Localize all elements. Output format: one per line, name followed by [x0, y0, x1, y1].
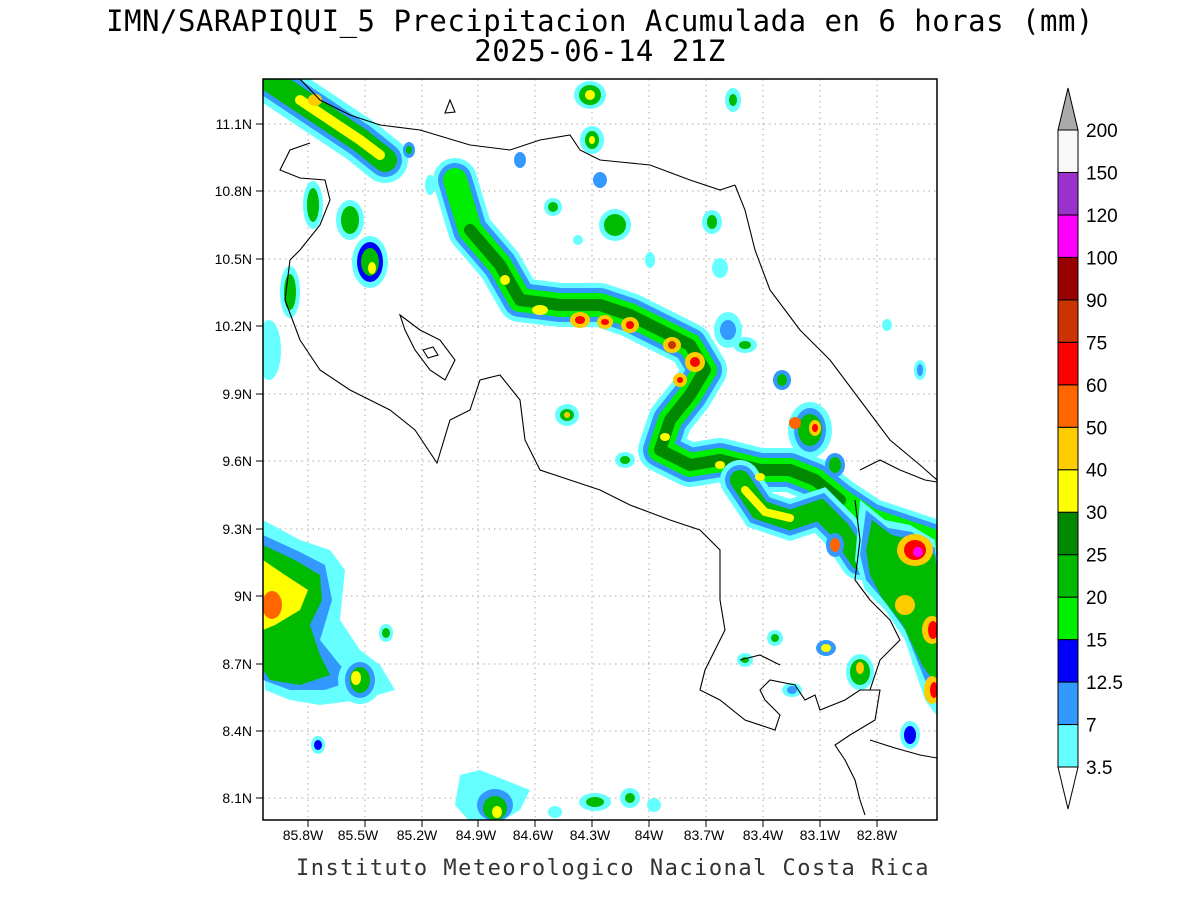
colorbar-swatch	[1057, 511, 1079, 556]
colorbar-label: 12.5	[1086, 673, 1123, 694]
x-tick-label: 84.3W	[570, 827, 611, 843]
x-tick-marks	[307, 820, 878, 827]
colorbar-swatch	[1057, 341, 1079, 386]
y-tick-label: 10.2N	[215, 318, 252, 334]
colorbar-label: 60	[1086, 376, 1107, 397]
colorbar-swatch	[1057, 384, 1079, 428]
colorbar-swatch	[1057, 214, 1079, 258]
x-tick-label: 84W	[635, 827, 665, 843]
colorbar-label: 150	[1086, 163, 1118, 184]
colorbar-label: 120	[1086, 206, 1118, 227]
credit-footer: Instituto Meteorologico Nacional Costa R…	[295, 856, 931, 881]
colorbar-label: 90	[1086, 291, 1107, 312]
y-tick-label: 8.7N	[222, 656, 252, 672]
colorbar-swatch	[1057, 596, 1079, 641]
colorbar: 3.5 7 12.5 15 20 25 30 40 50 60 75 90 100 120 150 200	[1057, 87, 1123, 810]
colorbar-label: 3.5	[1086, 758, 1112, 779]
colorbar-label: 30	[1086, 503, 1107, 524]
colorbar-swatch	[1057, 724, 1079, 768]
colorbar-swatch	[1057, 639, 1079, 683]
colorbar-label: 20	[1086, 588, 1107, 609]
colorbar-label: 7	[1086, 716, 1097, 737]
colorbar-swatch	[1057, 171, 1079, 216]
colorbar-swatch	[1057, 256, 1079, 301]
x-tick-label: 84.6W	[513, 827, 554, 843]
x-tick-label: 85.8W	[283, 827, 324, 843]
coastlines	[279, 79, 937, 816]
colorbar-swatch	[1057, 469, 1079, 513]
x-tick-label: 83.7W	[684, 827, 725, 843]
colorbar-label: 75	[1086, 333, 1107, 354]
map-title: IMN/SARAPIQUI_5 Precipitacion Acumulada …	[106, 4, 1094, 38]
colorbar-swatch	[1057, 426, 1079, 471]
colorbar-label: 100	[1086, 248, 1118, 269]
x-tick-label: 83.1W	[800, 827, 841, 843]
plot-frame	[262, 78, 938, 821]
x-tick-label: 84.9W	[456, 827, 497, 843]
x-tick-label: 82.8W	[857, 827, 898, 843]
y-tick-label: 8.4N	[222, 723, 252, 739]
y-tick-label: 9N	[234, 588, 252, 604]
colorbar-label: 15	[1086, 631, 1107, 652]
x-tick-label: 85.5W	[338, 827, 379, 843]
colorbar-bottom-arrow	[1057, 766, 1079, 810]
colorbar-label: 25	[1086, 546, 1107, 567]
precipitation-field	[263, 79, 937, 820]
colorbar-label: 50	[1086, 418, 1107, 439]
y-tick-label: 11.1N	[216, 116, 252, 132]
y-tick-label: 9.3N	[222, 521, 252, 537]
y-tick-label: 10.8N	[215, 183, 252, 199]
y-tick-label: 8.1N	[222, 790, 252, 806]
colorbar-label: 200	[1086, 121, 1118, 142]
x-tick-label: 85.2W	[397, 827, 438, 843]
map-timestamp: 2025-06-14 21Z	[474, 34, 726, 68]
y-tick-marks	[256, 123, 263, 799]
colorbar-swatch	[1057, 554, 1079, 598]
colorbar-swatch	[1057, 681, 1079, 726]
colorbar-swatch	[1057, 129, 1079, 173]
map-background	[263, 79, 937, 820]
y-tick-label: 9.6N	[222, 453, 252, 469]
colorbar-swatch	[1057, 299, 1079, 343]
y-tick-label: 10.5N	[215, 251, 252, 267]
colorbar-top-arrow	[1057, 87, 1079, 131]
x-tick-label: 83.4W	[743, 827, 784, 843]
y-tick-label: 9.9N	[222, 386, 252, 402]
colorbar-label: 40	[1086, 461, 1107, 482]
